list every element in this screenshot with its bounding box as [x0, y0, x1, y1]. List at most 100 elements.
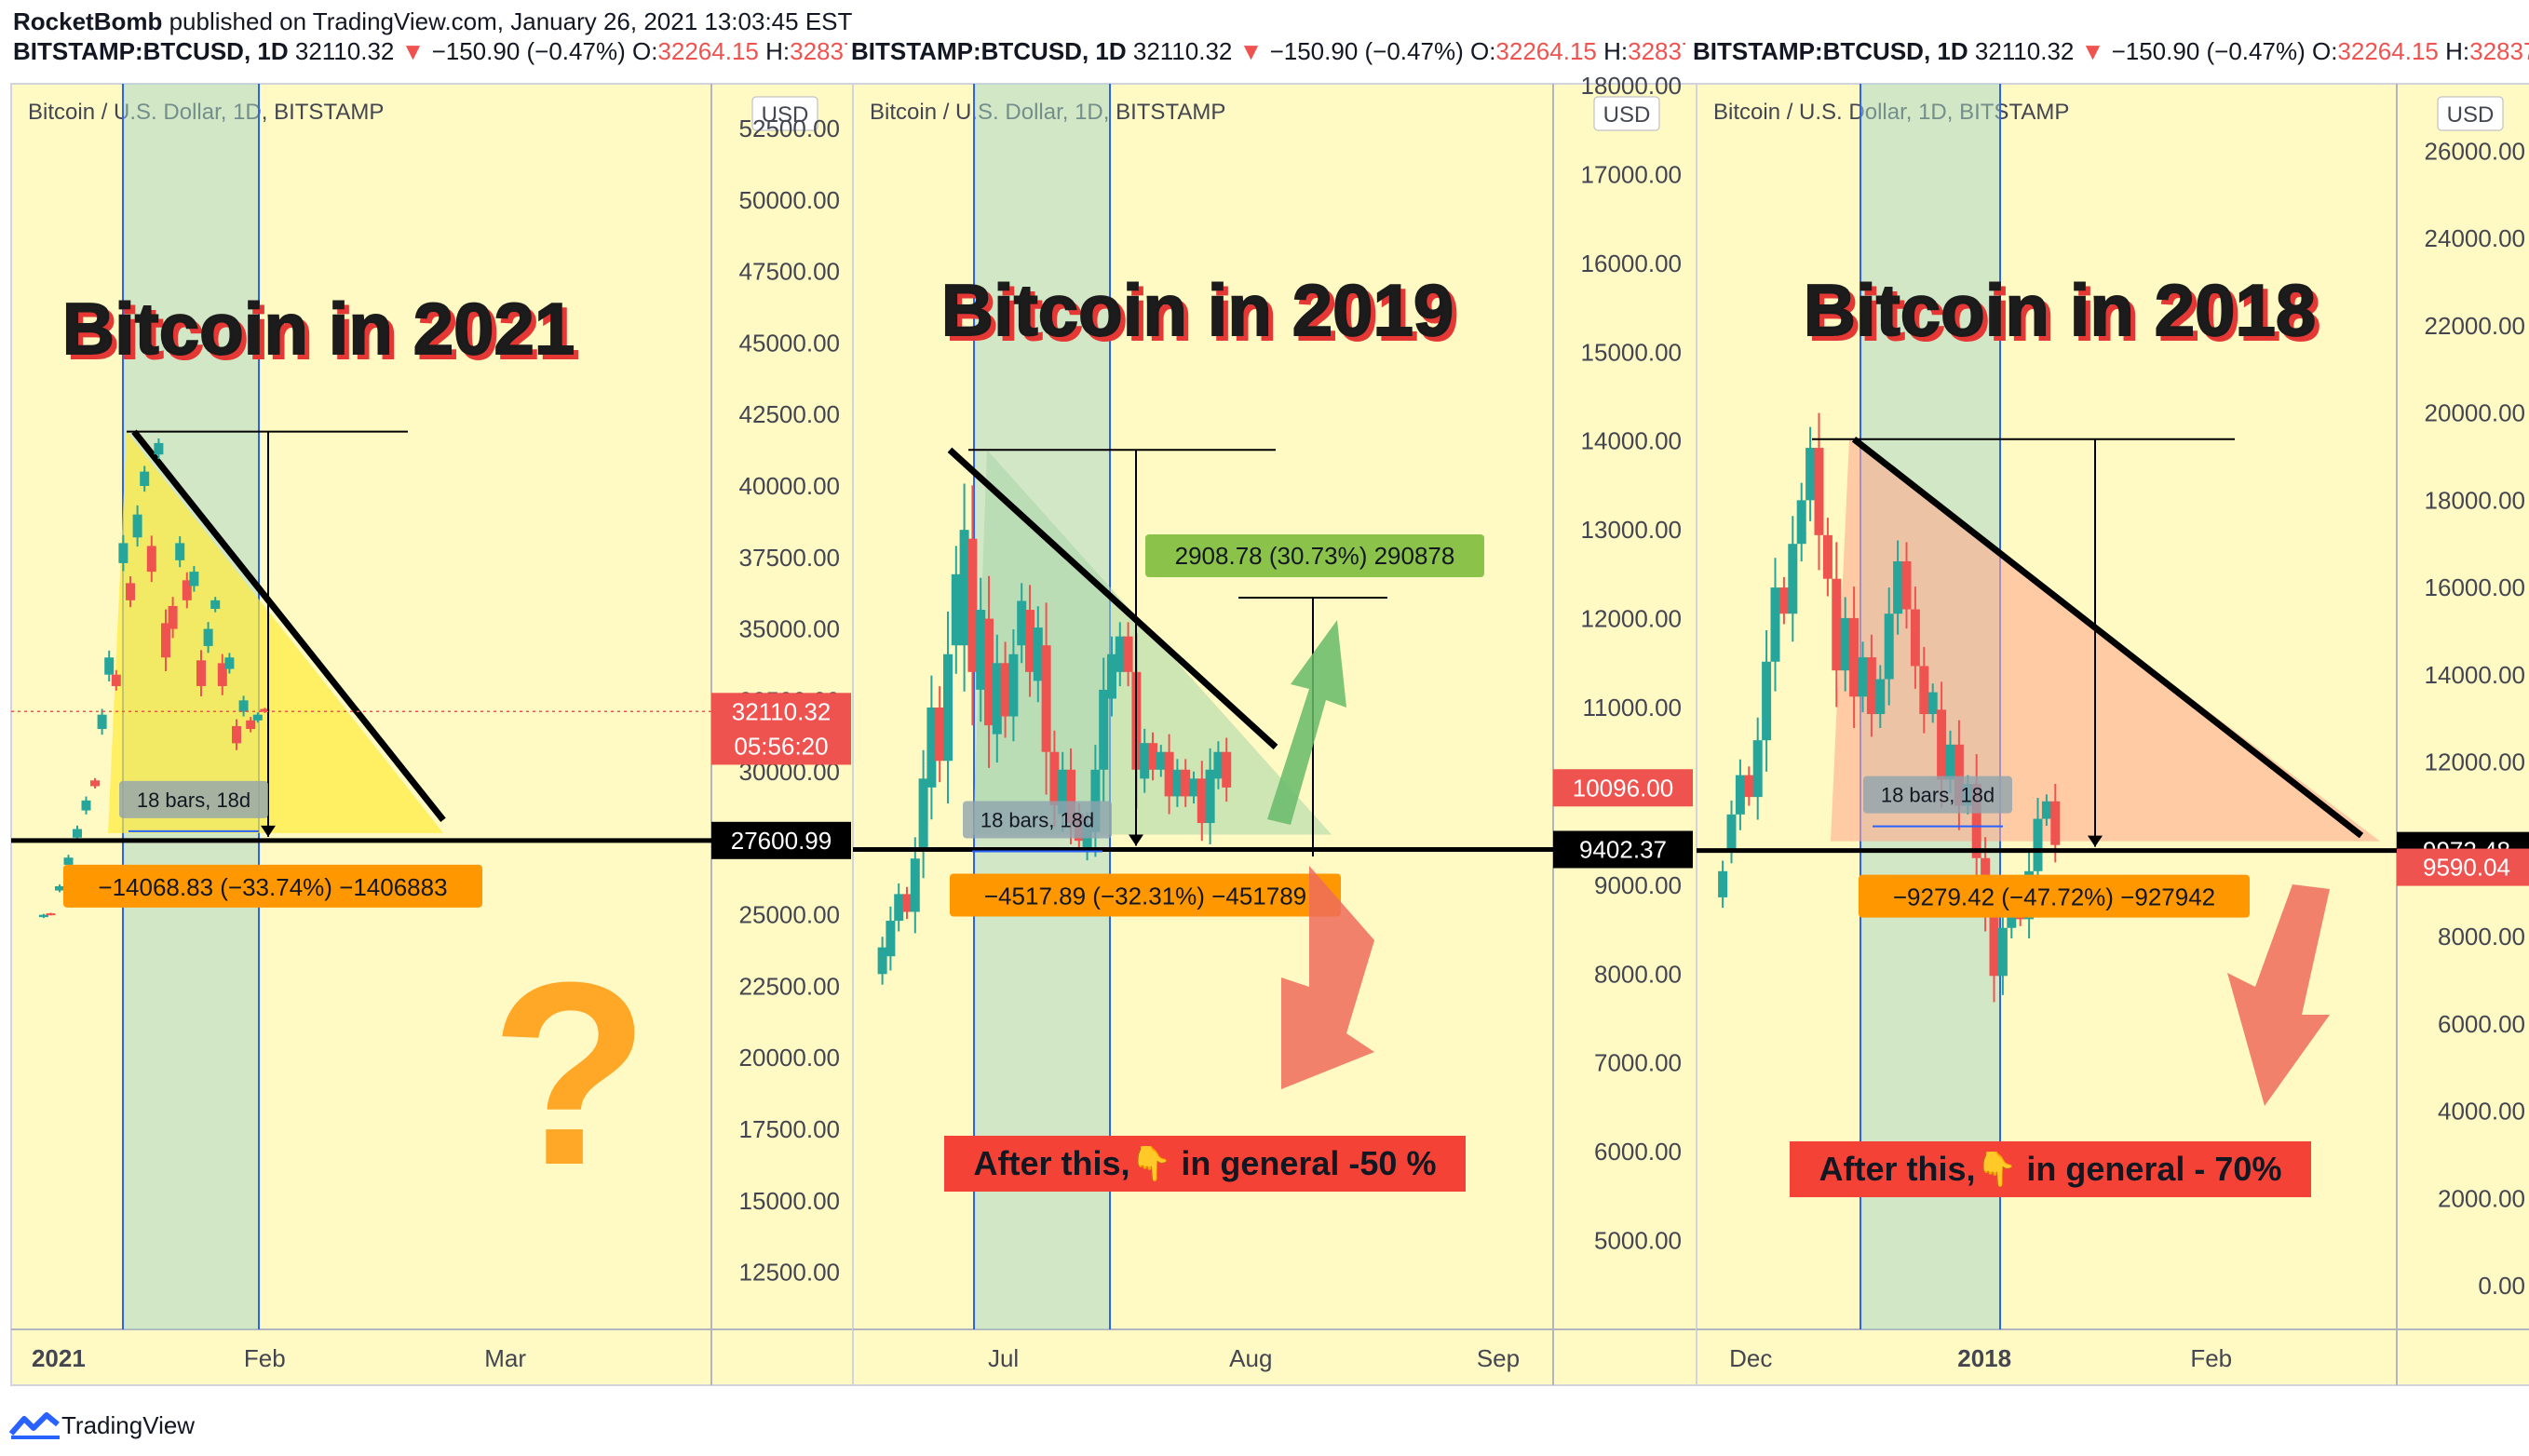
- candle[interactable]: [1025, 585, 1035, 697]
- candle[interactable]: [246, 717, 256, 733]
- candle[interactable]: [252, 712, 263, 723]
- candle[interactable]: [126, 576, 135, 608]
- candle[interactable]: [182, 572, 192, 609]
- candle[interactable]: [1172, 759, 1183, 807]
- note-label[interactable]: After this,👇 in general - 70%: [1790, 1141, 2311, 1197]
- price-axis-label[interactable]: 32110.32: [711, 693, 851, 731]
- price-axis-label[interactable]: 10096.00: [1553, 769, 1693, 807]
- candle[interactable]: [894, 883, 904, 932]
- candle[interactable]: [1033, 606, 1043, 703]
- currency-label[interactable]: USD: [2437, 96, 2504, 131]
- candle[interactable]: [1778, 576, 1789, 625]
- candle[interactable]: [886, 906, 896, 971]
- price-axis-label[interactable]: 05:56:20: [711, 727, 851, 765]
- candle[interactable]: [55, 884, 64, 893]
- candle[interactable]: [1140, 728, 1150, 793]
- author-name[interactable]: RocketBomb: [13, 7, 163, 35]
- candle[interactable]: [1008, 629, 1019, 742]
- candle[interactable]: [1115, 622, 1125, 687]
- candle[interactable]: [2041, 794, 2051, 827]
- candle[interactable]: [1107, 636, 1116, 717]
- chart-panel-2018[interactable]: Bitcoin / U.S. Dollar, 1D, BITSTAMPUSD0.…: [1696, 83, 2529, 1386]
- chart-panel-2019[interactable]: Bitcoin / U.S. Dollar, 1D, BITSTAMPUSD50…: [852, 72, 1697, 1386]
- measure-label[interactable]: −14068.83 (−33.74%) −1406883: [63, 864, 482, 908]
- candle[interactable]: [1222, 737, 1232, 802]
- candle[interactable]: [1875, 665, 1886, 729]
- candle[interactable]: [1189, 771, 1198, 804]
- candle[interactable]: [926, 675, 937, 820]
- bars-label[interactable]: 18 bars, 18d: [119, 780, 268, 818]
- candle[interactable]: [97, 708, 107, 735]
- candle[interactable]: [1805, 426, 1816, 521]
- symbol-name[interactable]: BITSTAMP:BTCUSD, 1D: [1693, 37, 1968, 65]
- candle[interactable]: [132, 505, 142, 547]
- candle[interactable]: [196, 650, 206, 697]
- candle[interactable]: [1205, 748, 1215, 844]
- symbol-name[interactable]: BITSTAMP:BTCUSD, 1D: [851, 37, 1127, 65]
- candle[interactable]: [1762, 630, 1772, 772]
- candle[interactable]: [1919, 646, 1929, 734]
- candle[interactable]: [984, 575, 994, 768]
- candle[interactable]: [203, 622, 213, 654]
- candle[interactable]: [161, 609, 170, 671]
- candle[interactable]: [1017, 583, 1027, 664]
- candle[interactable]: [1866, 634, 1876, 737]
- candle[interactable]: [877, 937, 887, 985]
- candle[interactable]: [1000, 641, 1010, 738]
- candle[interactable]: [238, 695, 249, 717]
- note-label[interactable]: After this,👇 in general -50 %: [944, 1136, 1466, 1192]
- candle[interactable]: [1770, 558, 1780, 692]
- symbol-name[interactable]: BITSTAMP:BTCUSD, 1D: [13, 37, 289, 65]
- candle[interactable]: [910, 837, 920, 934]
- candle[interactable]: [1901, 542, 1912, 629]
- candle[interactable]: [1718, 860, 1728, 909]
- candle[interactable]: [38, 913, 48, 919]
- candle[interactable]: [1822, 518, 1833, 597]
- candle[interactable]: [959, 483, 969, 692]
- candle[interactable]: [140, 465, 150, 492]
- candle[interactable]: [81, 796, 91, 815]
- candle[interactable]: [1744, 766, 1754, 806]
- candle[interactable]: [1099, 657, 1109, 802]
- price-axis-label[interactable]: 9590.04: [2397, 848, 2529, 886]
- candle[interactable]: [1181, 759, 1191, 807]
- candle[interactable]: [118, 534, 128, 572]
- candle[interactable]: [951, 546, 961, 674]
- candle[interactable]: [1840, 597, 1850, 692]
- candle[interactable]: [104, 650, 115, 682]
- measure-label[interactable]: −4517.89 (−32.31%) −451789: [950, 873, 1341, 917]
- price-axis-label[interactable]: 27600.99: [711, 821, 851, 859]
- candle[interactable]: [46, 912, 56, 916]
- candle[interactable]: [168, 597, 178, 639]
- currency-label[interactable]: USD: [1593, 96, 1660, 131]
- measure-label[interactable]: −9279.42 (−47.72%) −927942: [1859, 874, 2250, 918]
- candle[interactable]: [1832, 542, 1842, 708]
- candle[interactable]: [1893, 540, 1903, 635]
- bars-label[interactable]: 18 bars, 18d: [1863, 775, 2012, 814]
- tradingview-brand[interactable]: TradingView: [61, 1411, 196, 1439]
- candle[interactable]: [976, 577, 986, 722]
- bars-label[interactable]: 18 bars, 18d: [963, 801, 1112, 839]
- tradingview-logo-icon[interactable]: [9, 1409, 61, 1441]
- candle[interactable]: [967, 485, 978, 726]
- candle[interactable]: [902, 886, 912, 920]
- candle[interactable]: [1858, 641, 1868, 713]
- candle[interactable]: [1849, 586, 1860, 729]
- candle[interactable]: [1164, 734, 1174, 815]
- candle[interactable]: [992, 634, 1002, 763]
- candle[interactable]: [224, 653, 235, 674]
- currency-label[interactable]: USD: [751, 96, 818, 131]
- candle[interactable]: [90, 777, 100, 789]
- candle[interactable]: [217, 654, 227, 695]
- candle[interactable]: [1041, 602, 1051, 795]
- candle[interactable]: [1788, 516, 1798, 642]
- candle[interactable]: [1148, 732, 1157, 781]
- candle[interactable]: [210, 597, 221, 613]
- candle[interactable]: [1752, 717, 1763, 820]
- candle[interactable]: [1735, 759, 1745, 830]
- candle[interactable]: [1884, 587, 1894, 706]
- candle[interactable]: [260, 708, 270, 713]
- candle[interactable]: [146, 535, 156, 583]
- candle[interactable]: [232, 719, 241, 750]
- candle[interactable]: [1123, 622, 1133, 687]
